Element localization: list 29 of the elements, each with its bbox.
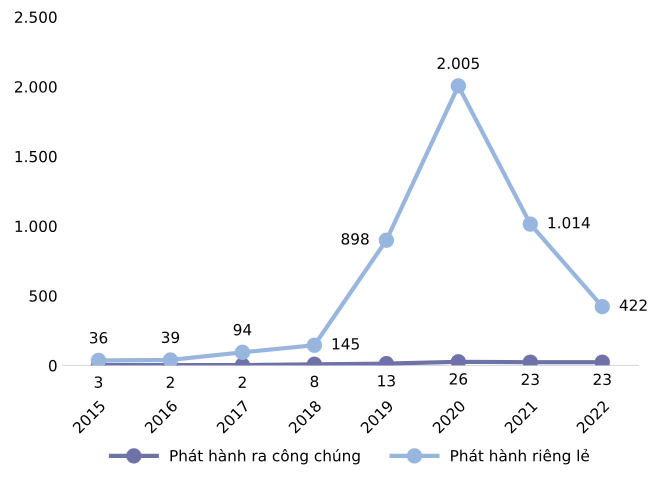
- legend-label: Phát hành riêng lẻ: [451, 448, 589, 464]
- point: [378, 232, 394, 248]
- point: [162, 352, 178, 366]
- data-label: 13: [378, 374, 395, 387]
- data-label: 23: [522, 374, 539, 386]
- y-tick-label: 1.500: [16, 150, 57, 162]
- legend-label: Phát hành ra công chúng: [170, 449, 360, 464]
- y-tick-label: 1.000: [16, 220, 57, 232]
- data-label: 3: [94, 376, 102, 388]
- data-label: 39: [162, 332, 180, 344]
- data-label: 23: [594, 374, 611, 386]
- y-tick-label: 0: [48, 360, 57, 372]
- data-label: 26: [450, 373, 468, 385]
- data-label: 1.014: [548, 216, 590, 229]
- y-tick-label: 500: [30, 290, 57, 302]
- data-label: 94: [234, 324, 252, 336]
- data-label: 2: [238, 376, 246, 388]
- data-label: 898: [342, 233, 369, 245]
- data-label: 422: [620, 299, 647, 311]
- point: [594, 298, 610, 314]
- y-tick-label: 2.500: [15, 11, 57, 23]
- data-label: 8: [310, 376, 318, 388]
- data-label: 2.005: [438, 58, 479, 70]
- data-label: 145: [332, 338, 359, 350]
- point: [522, 216, 538, 232]
- data-label: 2: [166, 376, 174, 388]
- y-tick-label: 2.000: [15, 81, 57, 93]
- data-label: 36: [90, 332, 108, 344]
- point: [90, 352, 106, 366]
